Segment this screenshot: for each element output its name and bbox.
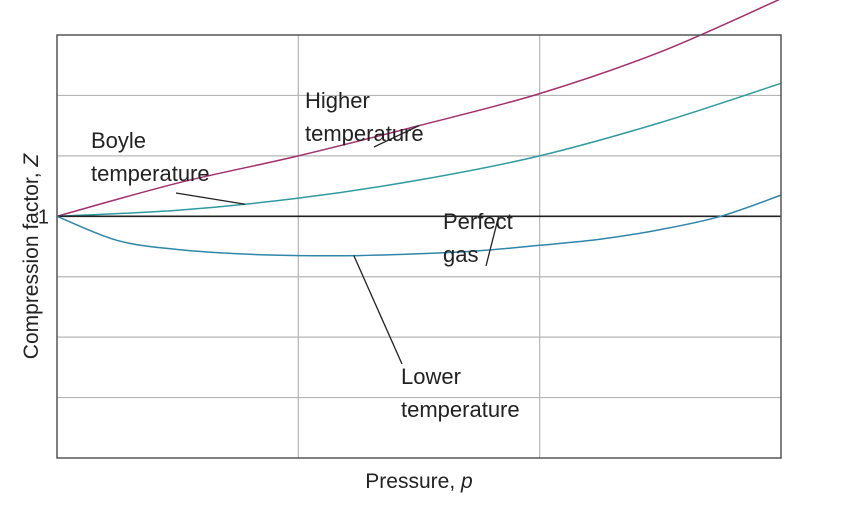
series-lines xyxy=(56,0,782,257)
annotation-line: gas xyxy=(443,242,478,267)
annotation-lower-temperature: Lower temperature xyxy=(401,364,520,422)
chart-text: Higher temperature Boyle temperature Perfect… xyxy=(20,88,520,493)
annotation-leader xyxy=(373,125,420,148)
annotation-leader xyxy=(353,255,403,365)
annotation-leaders xyxy=(175,125,500,365)
annotation-higher-temperature: Higher temperature xyxy=(305,88,424,146)
annotation-boyle-temperature: Boyle temperature xyxy=(91,128,210,186)
annotation-line: Perfect xyxy=(443,209,513,234)
annotation-line: temperature xyxy=(91,161,210,186)
annotation-line: Lower xyxy=(401,364,461,389)
y-tick-label: 1 xyxy=(38,206,49,228)
annotation-leader xyxy=(485,216,500,267)
annotation-line: Higher xyxy=(305,88,370,113)
plot-frame xyxy=(56,34,782,459)
grid xyxy=(57,35,781,458)
annotation-line: temperature xyxy=(305,121,424,146)
series-boyle-temperature xyxy=(56,82,782,218)
annotation-line: temperature xyxy=(401,397,520,422)
annotation-line: Boyle xyxy=(91,128,146,153)
series-lower-temperature xyxy=(56,194,782,257)
y-axis-label: Compression factor, Z xyxy=(20,153,43,360)
x-axis-label: Pressure, p xyxy=(365,470,472,493)
annotation-perfect-gas: Perfect gas xyxy=(443,209,513,267)
annotation-leader xyxy=(175,192,246,205)
